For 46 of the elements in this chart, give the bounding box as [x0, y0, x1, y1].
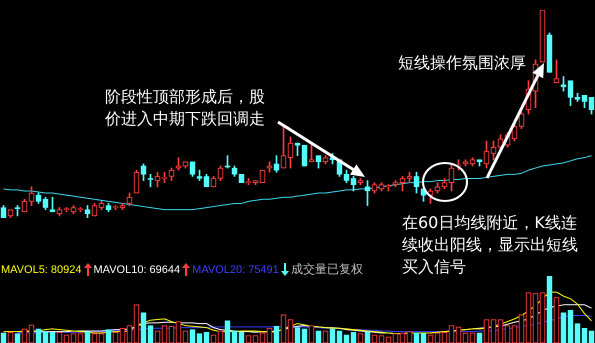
candlestick	[554, 60, 560, 84]
candlestick	[560, 76, 566, 92]
bar	[238, 332, 244, 343]
bar	[14, 333, 20, 343]
bar	[420, 333, 426, 343]
text: MAVOL10: 69644	[94, 264, 180, 276]
bar	[476, 332, 482, 343]
candlestick	[364, 180, 370, 206]
bar	[232, 330, 238, 343]
bar	[274, 326, 280, 343]
bar	[0, 332, 6, 343]
bar	[224, 320, 230, 343]
bar	[204, 332, 210, 343]
candlestick	[148, 174, 154, 188]
candlestick	[176, 157, 182, 170]
candlestick	[224, 155, 230, 168]
bar	[568, 310, 574, 343]
bar	[350, 332, 356, 343]
candlestick	[162, 172, 168, 183]
bar	[330, 328, 336, 343]
bar	[294, 327, 300, 343]
bar	[364, 331, 370, 343]
bar	[140, 312, 146, 343]
bar	[42, 331, 48, 343]
bar	[336, 330, 342, 343]
bar	[574, 323, 580, 343]
bar	[588, 330, 594, 343]
bar	[546, 276, 552, 343]
bar	[582, 328, 588, 343]
bar	[148, 325, 154, 343]
annotation: 在60日均线附近，K线连续收出阳线，显示出短线买入信号	[402, 212, 579, 278]
bar	[414, 332, 420, 343]
bar	[190, 329, 196, 343]
bar	[560, 312, 566, 343]
bar	[302, 328, 308, 343]
bar	[316, 330, 322, 343]
bar	[50, 332, 56, 343]
bar	[106, 329, 112, 343]
text: 成交量已复权	[290, 261, 363, 278]
text: MAVOL20: 75491	[192, 264, 279, 276]
text: MAVOL5: 80924	[1, 264, 82, 276]
annotation: 短线操作氛围浓厚	[398, 52, 527, 74]
annotation: 阶段性顶部形成后，股价进入中期下跌回调走	[105, 86, 266, 130]
bar	[36, 328, 42, 343]
bar	[196, 333, 202, 343]
bar	[84, 331, 90, 343]
